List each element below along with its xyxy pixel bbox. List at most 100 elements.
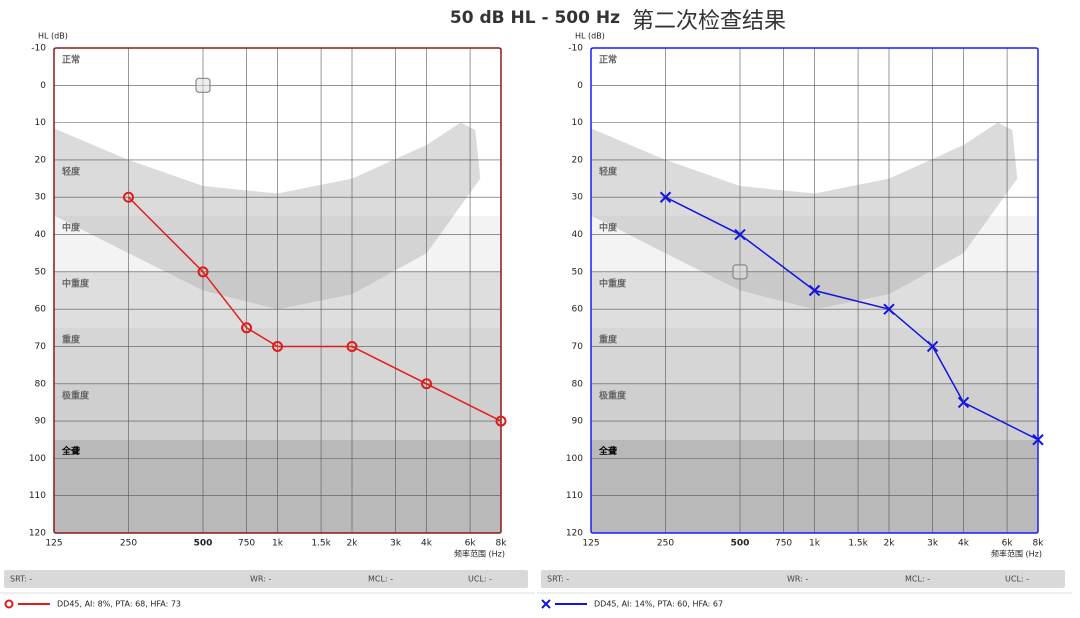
x-tick-label: 500 xyxy=(731,539,750,549)
status-field: UCL: - xyxy=(468,575,492,584)
status-field: UCL: - xyxy=(1005,575,1029,584)
data-point xyxy=(421,378,432,390)
legend-label: DD45, AI: 8%, PTA: 68, HFA: 73 xyxy=(57,600,181,609)
test-cursor xyxy=(195,77,211,93)
band-label: 全聋 xyxy=(61,445,80,457)
plot-frame xyxy=(53,47,502,534)
speech-banana xyxy=(591,122,1018,310)
legend-label: DD45, AI: 14%, PTA: 60, HFA: 67 xyxy=(594,600,723,609)
y-tick-label: 80 xyxy=(572,379,584,389)
y-tick-label: 0 xyxy=(40,81,46,91)
status-field: SRT: - xyxy=(10,575,32,584)
y-tick-label: 60 xyxy=(35,305,47,315)
data-point xyxy=(808,284,821,297)
data-point xyxy=(197,266,209,278)
plot-frame xyxy=(590,47,1039,534)
data-point xyxy=(1032,434,1044,446)
y-tick-label: 20 xyxy=(572,155,584,165)
y-axis-label: HL (dB) xyxy=(575,32,605,41)
y-tick-label: 10 xyxy=(35,118,47,128)
y-tick-label: -10 xyxy=(568,44,583,54)
band-label: 极重度 xyxy=(599,389,627,401)
y-tick-label: 30 xyxy=(35,193,47,203)
y-tick-label: 60 xyxy=(572,305,584,315)
x-tick-label: 2k xyxy=(884,539,896,549)
x-tick-label: 4k xyxy=(958,539,970,549)
band-label: 轻度 xyxy=(62,165,81,177)
y-tick-label: 120 xyxy=(29,529,46,539)
y-tick-label: 70 xyxy=(35,342,47,352)
y-tick-label: 100 xyxy=(29,454,46,464)
y-tick-label: 20 xyxy=(35,155,47,165)
x-tick-label: 1.5k xyxy=(311,539,331,549)
status-field: WR: - xyxy=(787,575,808,584)
data-point xyxy=(926,340,939,353)
y-tick-label: 90 xyxy=(572,417,584,427)
status-field: MCL: - xyxy=(905,575,930,584)
status-field: MCL: - xyxy=(368,575,393,584)
x-tick-label: 250 xyxy=(120,539,137,549)
data-point xyxy=(346,340,358,352)
x-tick-label: 750 xyxy=(238,539,255,549)
x-tick-label: 125 xyxy=(582,539,599,549)
status-field: WR: - xyxy=(250,575,271,584)
band-label: 正常 xyxy=(599,54,617,66)
band-label: 重度 xyxy=(599,333,618,345)
y-tick-label: 40 xyxy=(35,230,47,240)
band-label: 重度 xyxy=(62,333,81,345)
data-point xyxy=(241,322,253,334)
x-axis-label: 频率范围 (Hz) xyxy=(454,549,505,559)
x-axis-label: 频率范围 (Hz) xyxy=(991,549,1042,559)
y-tick-label: 50 xyxy=(35,267,47,277)
header-title: 50 dB HL - 500 Hz xyxy=(450,8,620,28)
y-axis-label: HL (dB) xyxy=(38,32,68,41)
x-tick-label: 4k xyxy=(421,539,433,549)
band-label: 中重度 xyxy=(62,277,90,289)
y-tick-label: 50 xyxy=(572,267,584,277)
y-tick-label: 0 xyxy=(577,81,583,91)
x-tick-label: 750 xyxy=(775,539,792,549)
x-tick-label: 3k xyxy=(390,539,402,549)
x-tick-label: 6k xyxy=(1002,539,1014,549)
legend-marker xyxy=(4,599,14,609)
status-bar xyxy=(541,570,1065,588)
status-field: SRT: - xyxy=(547,575,569,584)
x-tick-label: 1.5k xyxy=(848,539,868,549)
y-tick-label: 30 xyxy=(572,193,584,203)
y-tick-label: 120 xyxy=(566,529,583,539)
band-label: 轻度 xyxy=(599,165,618,177)
x-tick-label: 2k xyxy=(347,539,359,549)
x-tick-label: 8k xyxy=(1033,539,1045,549)
status-bar xyxy=(4,570,528,588)
band-label: 全聋 xyxy=(598,445,617,457)
x-tick-label: 125 xyxy=(45,539,62,549)
data-point xyxy=(123,191,134,203)
band-label: 中度 xyxy=(599,221,618,233)
speech-banana xyxy=(54,122,481,310)
band-label: 中度 xyxy=(62,221,81,233)
x-tick-label: 1k xyxy=(809,539,821,549)
x-tick-label: 500 xyxy=(194,539,213,549)
band-label: 中重度 xyxy=(599,277,627,289)
y-tick-label: 80 xyxy=(35,379,47,389)
legend-marker xyxy=(541,599,551,609)
x-tick-label: 250 xyxy=(657,539,674,549)
data-point xyxy=(883,303,895,315)
y-tick-label: 40 xyxy=(572,230,584,240)
y-tick-label: 100 xyxy=(566,454,583,464)
x-tick-label: 1k xyxy=(272,539,284,549)
y-tick-label: 10 xyxy=(572,118,584,128)
y-tick-label: 90 xyxy=(35,417,47,427)
band-label: 正常 xyxy=(62,54,80,66)
x-tick-label: 3k xyxy=(927,539,939,549)
y-tick-label: 70 xyxy=(572,342,584,352)
data-point xyxy=(272,340,283,352)
data-point xyxy=(659,191,672,203)
band-label: 极重度 xyxy=(62,389,90,401)
y-tick-label: -10 xyxy=(31,44,46,54)
y-tick-label: 110 xyxy=(29,491,46,501)
